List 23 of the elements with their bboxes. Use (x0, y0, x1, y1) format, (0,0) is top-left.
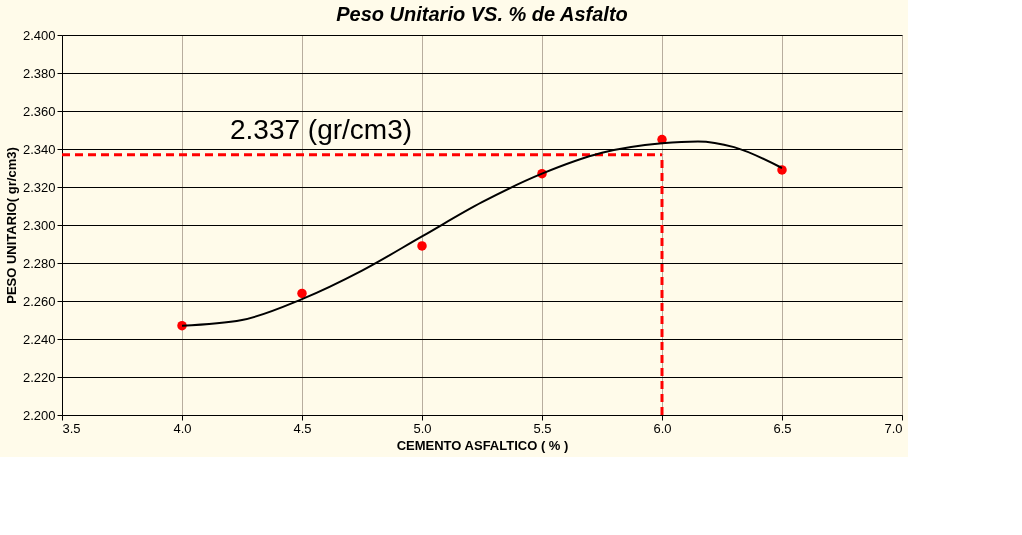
x-tick-label: 5.5 (533, 420, 552, 436)
y-tick-label: 2.300 (22, 217, 56, 233)
y-tick-label: 2.400 (22, 27, 56, 43)
y-tick-label: 2.240 (22, 331, 56, 347)
y-tick-label: 2.220 (22, 369, 56, 385)
x-tick-label: 7.0 (884, 420, 903, 436)
x-tick-label: 6.5 (773, 420, 792, 436)
y-tick-label: 2.360 (22, 103, 56, 119)
x-tick-label: 4.0 (173, 420, 192, 436)
x-tick-label: 5.0 (413, 420, 432, 436)
y-tick-label: 2.380 (22, 65, 56, 81)
y-tick-label: 2.280 (22, 255, 56, 271)
y-tick-label: 2.340 (22, 141, 56, 157)
x-axis-title: CEMENTO ASFALTICO ( % ) (396, 437, 569, 453)
x-tick-label: 4.5 (293, 420, 312, 436)
y-tick-label: 2.200 (22, 407, 56, 423)
y-tick-label: 2.260 (22, 293, 56, 309)
x-tick-label: 3.5 (62, 420, 81, 436)
x-tick-label: 6.0 (653, 420, 672, 436)
annotation: 2.337 (gr/cm3) (230, 113, 413, 145)
chart-title: Peso Unitario VS. % de Asfalto (336, 3, 628, 25)
y-tick-label: 2.320 (22, 179, 56, 195)
y-axis-title: PESO UNITARIO( gr/cm3) (3, 147, 19, 304)
